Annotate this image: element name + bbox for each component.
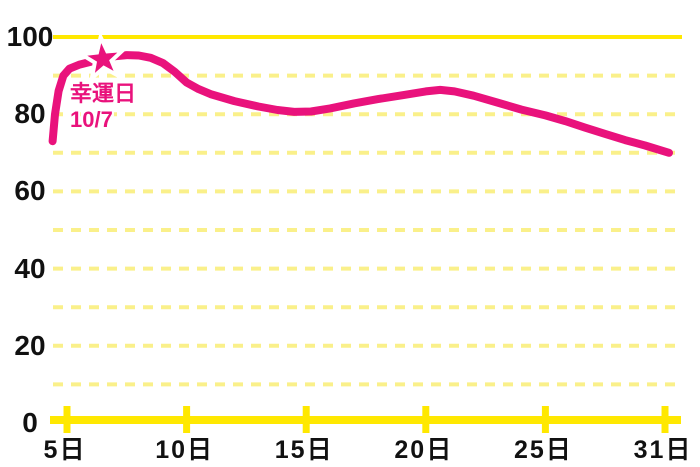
x-axis-label-20: 20日 [394,436,454,464]
x-axis-label-25: 25日 [513,436,573,464]
y-axis-label-0: 0 [22,407,38,438]
lucky-day-title: 幸運日 [70,81,137,106]
y-axis-label-100: 100 [6,21,54,52]
lucky-day-date: 10/7 [70,107,113,132]
y-axis-label-80: 80 [14,98,46,130]
fortune-line-series [48,51,673,157]
lucky-day-annotation: 幸運日 10/7 [70,81,136,133]
x-axis-label-15: 15日 [274,436,334,464]
x-axis-label-10: 10日 [155,436,214,464]
y-axis-label-40: 40 [14,252,46,284]
x-axis-label-31: 31日 [633,436,693,464]
lucky-day-star-icon [75,31,129,84]
y-axis-label-60: 60 [14,175,46,207]
y-axis-label-20: 20 [14,329,46,361]
x-axis-label-5: 5日 [43,436,87,464]
